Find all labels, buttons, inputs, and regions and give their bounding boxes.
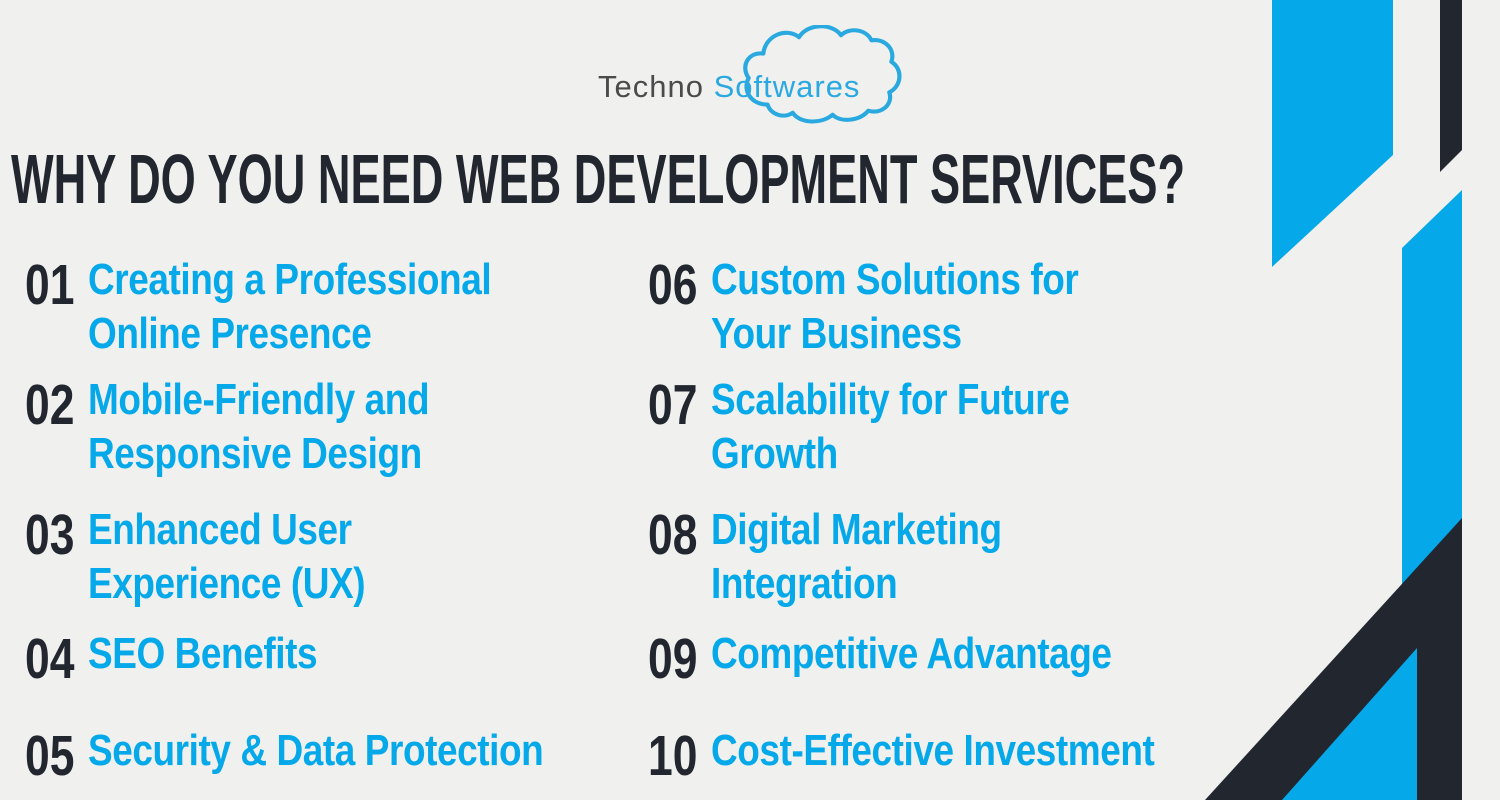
list-item: 05 Security & Data Protection	[25, 724, 630, 788]
item-number: 08	[648, 503, 698, 567]
item-title-line: Enhanced User	[88, 505, 352, 554]
item-title-line: Custom Solutions for	[711, 255, 1079, 304]
item-title-line: Integration	[711, 559, 898, 608]
list-item: 04 SEO Benefits	[25, 627, 361, 691]
item-title-line: Mobile-Friendly and	[88, 375, 430, 424]
item-title-line: Growth	[711, 429, 838, 478]
list-item: 07 Scalability for Future Growth	[648, 373, 1138, 481]
logo-text: Techno Softwares	[598, 69, 860, 105]
list-item: 01 Creating a Professional Online Presence	[25, 253, 568, 361]
decor-blue-band-top	[1272, 0, 1393, 267]
item-number: 09	[648, 627, 698, 691]
item-title: SEO Benefits	[88, 627, 318, 681]
decor-dark-stripe-top	[1440, 0, 1462, 172]
item-title-line: Creating a Professional	[88, 255, 492, 304]
item-title-line: Security & Data Protection	[88, 726, 544, 775]
item-title-line: SEO Benefits	[88, 629, 318, 678]
decor-blue-triangle-bottom	[1282, 648, 1417, 800]
item-number: 01	[25, 253, 75, 317]
items-column-left: 01 Creating a Professional Online Presence…	[25, 253, 635, 788]
item-title: Security & Data Protection	[88, 724, 544, 778]
item-number: 05	[25, 724, 75, 788]
item-title: Scalability for Future Growth	[711, 373, 1070, 481]
item-number: 02	[25, 373, 75, 437]
list-item: 06 Custom Solutions for Your Business	[648, 253, 1148, 361]
list-item: 10 Cost-Effective Investment	[648, 724, 1239, 788]
item-title: Enhanced User Experience (UX)	[88, 503, 366, 611]
list-item: 08 Digital Marketing Integration	[648, 503, 1057, 611]
item-title-line: Online Presence	[88, 309, 372, 358]
item-number: 07	[648, 373, 698, 437]
list-item: 03 Enhanced User Experience (UX)	[25, 503, 418, 611]
list-item: 02 Mobile-Friendly and Responsive Design	[25, 373, 494, 481]
item-number: 10	[648, 724, 698, 788]
page-title: WHY DO YOU NEED WEB DEVELOPMENT SERVICES…	[11, 140, 1186, 218]
item-title-line: Cost-Effective Investment	[711, 726, 1155, 775]
item-title-line: Responsive Design	[88, 429, 422, 478]
item-title-line: Digital Marketing	[711, 505, 1002, 554]
logo: Techno Softwares	[598, 25, 908, 130]
logo-text-techno: Techno	[598, 69, 704, 104]
item-title: Creating a Professional Online Presence	[88, 253, 492, 361]
item-title: Cost-Effective Investment	[711, 724, 1155, 778]
item-title-line: Scalability for Future	[711, 375, 1070, 424]
item-title-line: Competitive Advantage	[711, 629, 1112, 678]
item-title-line: Experience (UX)	[88, 559, 366, 608]
list-item: 09 Competitive Advantage	[648, 627, 1188, 691]
item-title: Competitive Advantage	[711, 627, 1112, 681]
item-title: Digital Marketing Integration	[711, 503, 1002, 611]
item-number: 06	[648, 253, 698, 317]
items-column-right: 06 Custom Solutions for Your Business 07 Sca…	[648, 253, 1288, 788]
item-title: Custom Solutions for Your Business	[711, 253, 1079, 361]
item-title: Mobile-Friendly and Responsive Design	[88, 373, 430, 481]
cloud-outline-icon	[743, 25, 902, 124]
item-number: 03	[25, 503, 75, 567]
item-title-line: Your Business	[711, 309, 962, 358]
item-number: 04	[25, 627, 75, 691]
logo-text-space	[704, 69, 714, 104]
logo-text-softwares: Softwares	[713, 69, 861, 104]
